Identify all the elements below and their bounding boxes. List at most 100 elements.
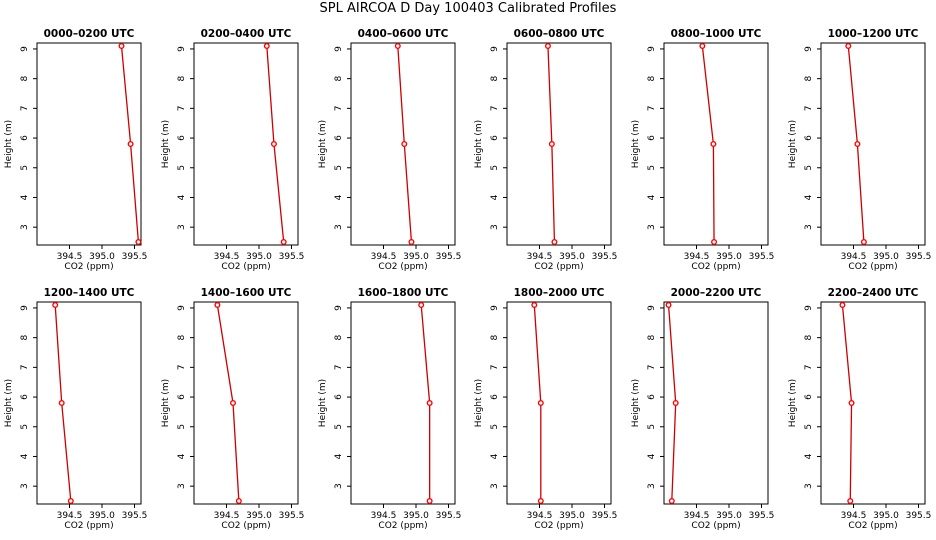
y-tick-label: 6	[334, 135, 344, 141]
y-tick-label: 8	[804, 76, 814, 82]
x-tick-label: 395.0	[89, 511, 115, 521]
profile-panel: 1200–1400 UTC 394.5 395.0 395.5 CO2 (ppm) 3 4 5…	[4, 287, 147, 531]
data-point	[263, 42, 270, 49]
y-axis-label: Height (m)	[318, 379, 328, 427]
x-tick-label: 394.5	[214, 511, 240, 521]
data-point	[665, 301, 672, 308]
x-tick-label: 394.5	[684, 511, 710, 521]
x-axis-label: CO2 (ppm)	[691, 521, 740, 531]
y-tick-label: 7	[804, 105, 814, 111]
y-tick-label: 3	[177, 483, 187, 489]
y-tick-label: 9	[20, 46, 30, 52]
data-point	[537, 400, 544, 407]
panel-title: 1800–2000 UTC	[514, 287, 605, 299]
y-tick-label: 5	[177, 165, 187, 171]
y-axis-label: Height (m)	[4, 379, 14, 427]
y-tick-label: 7	[647, 105, 657, 111]
data-point	[418, 301, 425, 308]
data-point	[551, 239, 558, 246]
y-tick-label: 9	[804, 46, 814, 52]
data-point	[710, 140, 717, 147]
y-tick-label: 9	[177, 46, 187, 52]
x-tick-label: 395.5	[436, 252, 462, 262]
y-tick-label: 7	[177, 364, 187, 370]
data-point	[426, 498, 433, 505]
x-tick-label: 394.5	[684, 252, 710, 262]
x-tick-label: 394.5	[57, 511, 83, 521]
x-tick-label: 394.5	[841, 511, 867, 521]
y-tick-label: 5	[177, 424, 187, 430]
y-tick-label: 3	[647, 483, 657, 489]
x-tick-label: 394.5	[57, 252, 83, 262]
y-axis-label: Height (m)	[474, 120, 484, 168]
data-point	[229, 400, 236, 407]
y-tick-label: 6	[647, 394, 657, 400]
plot-frame	[36, 301, 142, 505]
y-tick-label: 7	[177, 105, 187, 111]
data-point	[668, 498, 675, 505]
data-point	[860, 239, 867, 246]
y-tick-label: 5	[334, 165, 344, 171]
data-point	[401, 140, 408, 147]
y-tick-label: 7	[490, 105, 500, 111]
y-tick-label: 5	[20, 165, 30, 171]
plot-frame	[663, 42, 769, 246]
plot-frame	[820, 301, 926, 505]
y-tick-label: 9	[490, 46, 500, 52]
x-axis-label: CO2 (ppm)	[221, 262, 270, 272]
y-tick-label: 6	[177, 394, 187, 400]
plot-frame	[350, 301, 456, 505]
x-tick-label: 395.0	[716, 252, 742, 262]
x-tick-label: 395.0	[873, 252, 899, 262]
y-tick-label: 9	[647, 46, 657, 52]
x-tick-label: 395.5	[749, 511, 775, 521]
data-point	[548, 140, 555, 147]
y-tick-label: 8	[647, 76, 657, 82]
data-point	[214, 301, 221, 308]
x-axis-label: CO2 (ppm)	[64, 262, 113, 272]
data-point	[426, 400, 433, 407]
y-tick-label: 3	[177, 224, 187, 230]
data-point	[544, 42, 551, 49]
profile-panel: 0000–0200 UTC 394.5 395.0 395.5 CO2 (ppm) 3 4 5…	[4, 28, 147, 272]
y-tick-label: 4	[804, 194, 814, 200]
x-tick-label: 395.0	[403, 511, 429, 521]
panel-title: 0000–0200 UTC	[44, 28, 135, 40]
data-point	[135, 239, 142, 246]
y-tick-label: 3	[804, 483, 814, 489]
plot-frame	[663, 301, 769, 505]
data-point	[118, 42, 125, 49]
y-tick-label: 7	[647, 364, 657, 370]
plot-frame	[506, 301, 612, 505]
y-tick-label: 4	[177, 194, 187, 200]
data-point	[408, 239, 415, 246]
y-tick-label: 9	[804, 305, 814, 311]
panel-title: 0600–0800 UTC	[514, 28, 605, 40]
x-axis-label: CO2 (ppm)	[534, 262, 583, 272]
y-tick-label: 3	[804, 224, 814, 230]
y-tick-label: 4	[804, 453, 814, 459]
data-point	[235, 498, 242, 505]
x-axis-label: CO2 (ppm)	[221, 521, 270, 531]
data-point	[537, 498, 544, 505]
y-tick-label: 4	[177, 453, 187, 459]
x-tick-label: 394.5	[527, 252, 553, 262]
y-tick-label: 4	[20, 453, 30, 459]
plot-frame	[350, 42, 456, 246]
profile-panel: 1400–1600 UTC 394.5 395.0 395.5 CO2 (ppm) 3 4 5…	[161, 287, 304, 531]
y-tick-label: 6	[20, 135, 30, 141]
y-axis-label: Height (m)	[788, 120, 798, 168]
data-point	[847, 498, 854, 505]
y-tick-label: 5	[334, 424, 344, 430]
panel-title: 1400–1600 UTC	[201, 287, 292, 299]
data-point	[394, 42, 401, 49]
data-point	[52, 301, 59, 308]
y-tick-label: 6	[647, 135, 657, 141]
y-tick-label: 5	[20, 424, 30, 430]
y-tick-label: 4	[647, 194, 657, 200]
x-tick-label: 395.0	[246, 252, 272, 262]
y-tick-label: 4	[647, 453, 657, 459]
profile-panel: 1800–2000 UTC 394.5 395.0 395.5 CO2 (ppm) 3 4 5…	[474, 287, 617, 531]
x-tick-label: 395.5	[592, 252, 618, 262]
panel-title: 2200–2400 UTC	[828, 287, 919, 299]
